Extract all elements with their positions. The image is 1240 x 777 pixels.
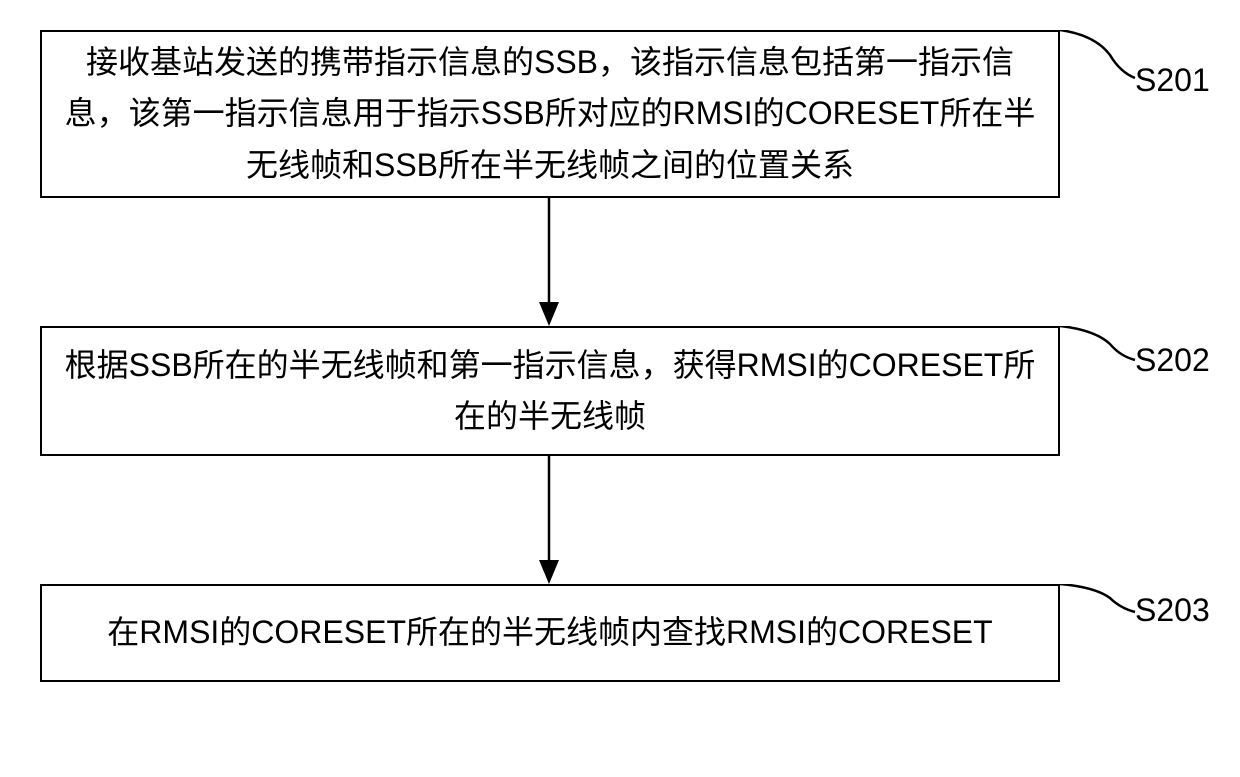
label-curve-3: [1060, 584, 1138, 620]
flowchart-container: 接收基站发送的携带指示信息的SSB，该指示信息包括第一指示信息，该第一指示信息用…: [0, 0, 1240, 777]
arrow-2: [534, 456, 564, 584]
node-3-text: 在RMSI的CORESET所在的半无线帧内查找RMSI的CORESET: [62, 607, 1038, 658]
arrow-1: [534, 198, 564, 326]
flowchart-node-2: 根据SSB所在的半无线帧和第一指示信息，获得RMSI的CORESET所在的半无线…: [40, 326, 1060, 456]
node-2-text: 根据SSB所在的半无线帧和第一指示信息，获得RMSI的CORESET所在的半无线…: [62, 340, 1038, 442]
label-curve-2: [1060, 326, 1138, 370]
flowchart-node-3: 在RMSI的CORESET所在的半无线帧内查找RMSI的CORESET: [40, 584, 1060, 682]
node-3-label: S203: [1135, 592, 1210, 629]
node-2-label: S202: [1135, 342, 1210, 379]
node-1-label: S201: [1135, 62, 1210, 99]
flowchart-node-1: 接收基站发送的携带指示信息的SSB，该指示信息包括第一指示信息，该第一指示信息用…: [40, 30, 1060, 198]
node-1-text: 接收基站发送的携带指示信息的SSB，该指示信息包括第一指示信息，该第一指示信息用…: [62, 37, 1038, 191]
label-curve-1: [1060, 30, 1138, 90]
